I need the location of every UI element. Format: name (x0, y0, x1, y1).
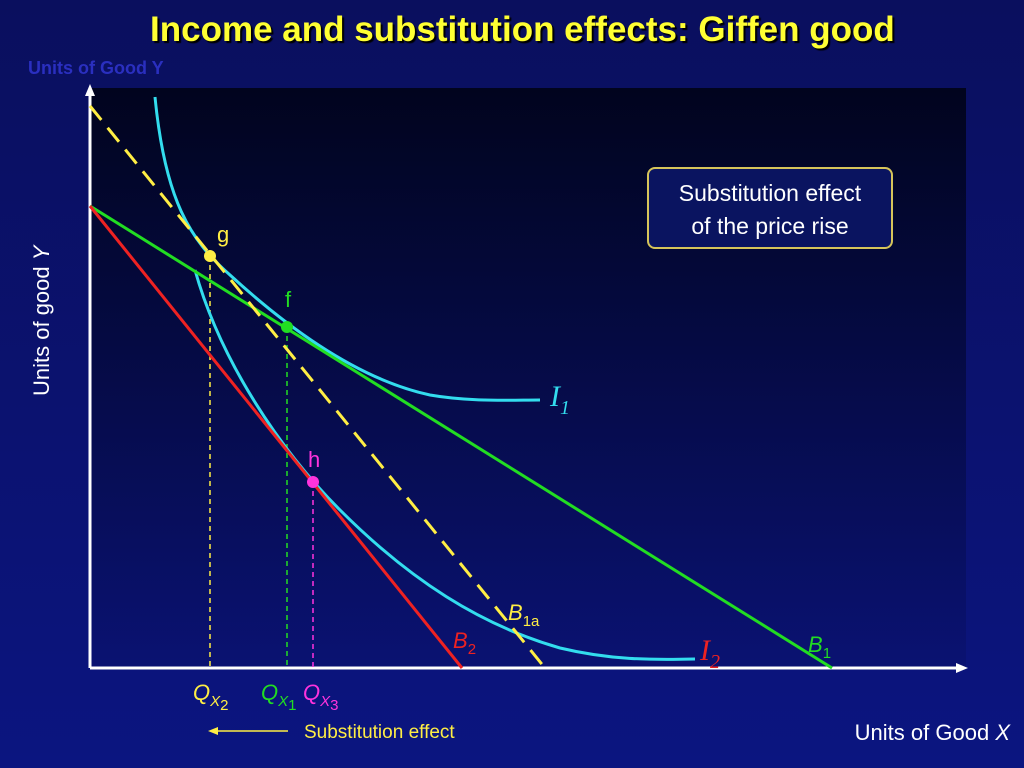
label-qx1: QX1 (261, 680, 296, 714)
point-f (281, 321, 293, 333)
budget-line-b1 (89, 204, 833, 670)
callout-line-2: of the price rise (691, 213, 849, 239)
label-h: h (308, 447, 320, 472)
substitution-arrowhead (208, 727, 218, 735)
label-i2: I2 (699, 634, 720, 673)
y-axis-arrowhead (85, 84, 95, 96)
label-b2: B2 (453, 628, 476, 658)
callout-line-1: Substitution effect (678, 180, 862, 206)
budget-line-b2 (88, 205, 464, 669)
point-h (307, 476, 319, 488)
label-b1: B1 (808, 632, 831, 662)
label-i1: I1 (549, 380, 570, 419)
ghost-axis-label: Units of Good Y (28, 58, 164, 78)
y-axis-label: Units of good Y (29, 245, 54, 396)
budget-line-b1a (88, 105, 547, 669)
point-g (204, 250, 216, 262)
label-b1a: B1a (508, 600, 540, 630)
label-qx2: QX2 (193, 680, 228, 714)
label-qx3: QX3 (303, 680, 338, 714)
x-axis-label: Units of Good X (854, 720, 1010, 745)
label-g: g (217, 222, 229, 247)
substitution-arrow-label: Substitution effect (304, 722, 455, 743)
indifference-curve-i1 (153, 96, 541, 402)
x-axis-arrowhead (956, 663, 968, 673)
indifference-curve-i2 (193, 269, 696, 661)
label-f: f (285, 287, 292, 312)
callout-box: Substitution effect of the price rise (647, 167, 893, 249)
slide-title: Income and substitution effects: Giffen … (150, 10, 895, 49)
